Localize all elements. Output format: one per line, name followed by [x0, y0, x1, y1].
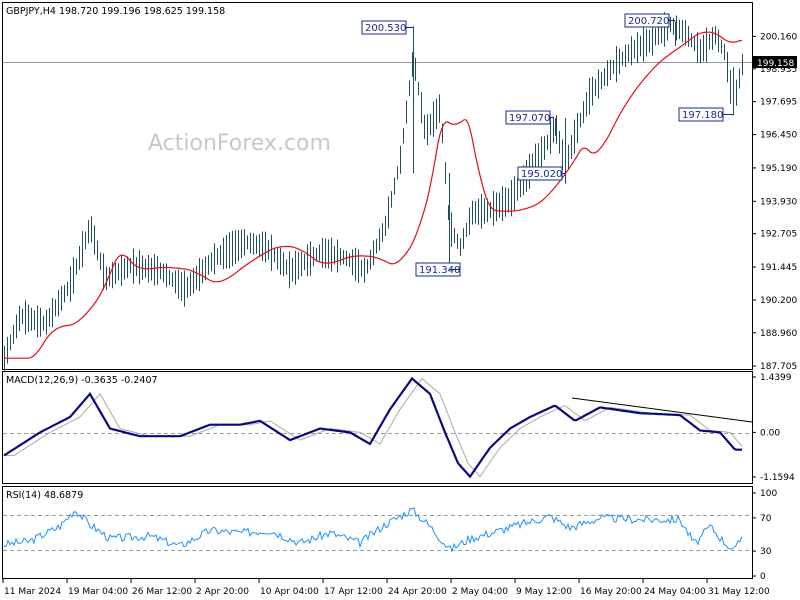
annotation-label: 195.020: [521, 169, 562, 180]
annotation-label: 200.720: [628, 16, 669, 27]
rsi-tick-label: 30: [760, 547, 772, 557]
price-annotations: 200.530 200.720 197.070 195.020 191.340 197.1…: [361, 13, 734, 277]
current-price-label: 199.158: [757, 59, 794, 69]
price-header: GBPJPY,H4 198.720 199.196 198.625 199.15…: [6, 6, 225, 17]
macd-tick-label: 0.00: [760, 428, 780, 438]
time-tick-label: 17 Apr 12:00: [324, 587, 383, 597]
time-axis: 11 Mar 2024 19 Mar 04:00 26 Mar 12:00 2 Apr…: [2, 579, 770, 597]
rsi-line: [3, 507, 743, 553]
macd-panel: [2, 371, 753, 484]
moving-average-line: [4, 31, 743, 359]
rsi-axis: 100 70 30 0: [752, 489, 777, 582]
macd-tick-label: -1.1594: [760, 473, 795, 483]
price-axis: 200.160 198.935 197.695 196.450 195.190 193.9…: [752, 32, 797, 372]
current-price-badge: [753, 56, 797, 68]
macd-header: MACD(12,26,9) -0.3635 -0.2407: [6, 375, 158, 386]
annotation-label: 197.180: [682, 110, 723, 121]
price-tick-label: 197.695: [760, 98, 797, 108]
annotation-label: 197.070: [509, 113, 550, 124]
rsi-tick-label: 100: [760, 489, 777, 499]
price-tick-label: 193.930: [760, 197, 797, 207]
price-panel: [2, 2, 753, 370]
time-tick-label: 24 May 04:00: [644, 587, 706, 597]
time-tick-label: 31 May 12:00: [708, 587, 770, 597]
price-tick-label: 198.935: [760, 65, 797, 75]
price-tick-label: 187.705: [760, 362, 797, 372]
time-tick-label: 11 Mar 2024: [4, 587, 61, 597]
time-tick-label: 2 May 04:00: [452, 587, 508, 597]
macd-line: [3, 376, 742, 479]
time-tick-label: 10 Apr 04:00: [260, 587, 319, 597]
rsi-tick-label: 70: [760, 514, 772, 524]
price-tick-label: 191.445: [760, 263, 797, 273]
price-tick-label: 192.705: [760, 230, 797, 240]
price-tick-label: 188.960: [760, 329, 797, 339]
price-tick-label: 196.450: [760, 131, 797, 141]
annotation-label: 200.530: [365, 23, 406, 34]
time-tick-label: 9 May 12:00: [516, 587, 572, 597]
time-tick-label: 2 Apr 20:00: [196, 587, 249, 597]
macd-tick-label: 1.4399: [760, 373, 792, 383]
annotation-label: 191.340: [419, 265, 460, 276]
rsi-tick-label: 0: [760, 572, 766, 582]
watermark: ActionForex.com: [148, 131, 331, 156]
macd-trendline: [571, 397, 753, 423]
macd-axis: 1.4399 0.00 -1.1594: [752, 373, 795, 483]
price-tick-label: 190.200: [760, 296, 797, 306]
time-tick-label: 16 May 20:00: [580, 587, 642, 597]
time-tick-label: 24 Apr 20:00: [388, 587, 447, 597]
price-tick-label: 195.190: [760, 164, 797, 174]
time-tick-label: 19 Mar 04:00: [68, 587, 128, 597]
rsi-panel: [2, 486, 753, 579]
price-tick-label: 200.160: [760, 32, 797, 42]
rsi-header: RSI(14) 48.6879: [6, 490, 83, 501]
time-tick-label: 26 Mar 12:00: [132, 587, 192, 597]
